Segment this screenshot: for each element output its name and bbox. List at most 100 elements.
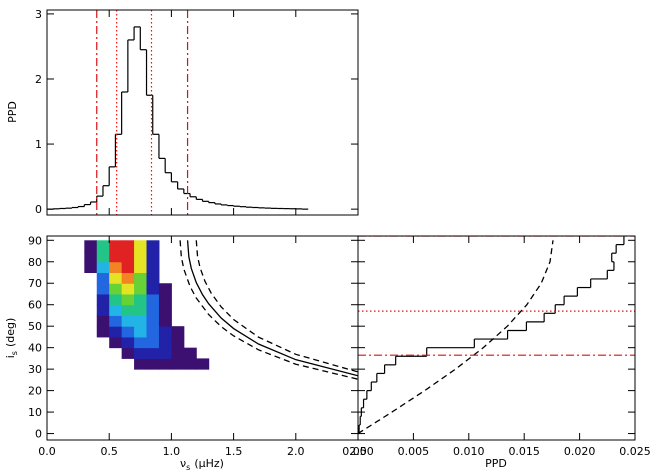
curve [195, 240, 358, 373]
density-cell [109, 326, 123, 338]
density-cell [171, 347, 185, 359]
density-cell [109, 283, 123, 295]
density-cell [96, 251, 110, 263]
density-cell [134, 240, 148, 252]
density-cell [158, 283, 172, 295]
x-tick-label: 0.010 [453, 445, 485, 458]
x-tick-label: 0.5 [100, 445, 118, 458]
density-cell [121, 293, 135, 306]
density-cell [84, 251, 98, 263]
density-cell [134, 315, 148, 327]
x-tick-label: 0.020 [564, 445, 596, 458]
axes-frame [46, 9, 359, 216]
curve [186, 240, 358, 377]
density-cell [146, 304, 160, 316]
y-axis-label: is (deg) [4, 318, 19, 359]
density-cell [158, 304, 172, 316]
density-cell [109, 272, 123, 284]
density-cell [121, 347, 135, 359]
density-cell [158, 293, 172, 306]
density-cell [84, 240, 98, 252]
density-cell [134, 251, 148, 263]
plot-area [84, 240, 358, 380]
density-cell [84, 261, 98, 274]
density-cell [96, 326, 110, 338]
density-cell [96, 304, 110, 316]
density-cell [96, 261, 110, 274]
plot-area [358, 236, 635, 435]
density-cell [109, 336, 123, 349]
density-cell [146, 326, 160, 338]
y-tick-label: 1 [35, 138, 42, 151]
density-cell [171, 326, 185, 338]
density-cell [109, 261, 123, 274]
axis-symbol: i [4, 355, 17, 358]
axes-frame [357, 235, 636, 441]
x-axis-label: νs (μHz) [180, 457, 224, 472]
density-cell [146, 283, 160, 295]
density-cell [171, 336, 185, 349]
x-tick-label: 2.0 [287, 445, 305, 458]
density-cell [96, 283, 110, 295]
y-tick-label: 40 [28, 342, 42, 355]
y-tick-label: 90 [28, 234, 42, 247]
density-cell [134, 261, 148, 274]
y-tick-label: 30 [28, 363, 42, 376]
density-cell [96, 293, 110, 306]
axis-unit: (deg) [4, 318, 17, 347]
density-cell [146, 293, 160, 306]
density-cell [109, 251, 123, 263]
curve [179, 240, 358, 380]
density-cell [158, 336, 172, 349]
density-cell [109, 315, 123, 327]
axis-unit: (μHz) [194, 457, 224, 470]
density-cell [183, 347, 197, 359]
density-cell [109, 293, 123, 306]
y-tick-label: 10 [28, 406, 42, 419]
density-cell [121, 261, 135, 274]
axis-subscript: s [186, 463, 190, 472]
y-axis-label: PPD [6, 101, 19, 123]
density-cell [96, 240, 110, 252]
density-cell [146, 347, 160, 359]
density-cell [121, 251, 135, 263]
y-tick-label: 50 [28, 320, 42, 333]
y-tick-label: 0 [35, 428, 42, 441]
y-tick-label: 2 [35, 73, 42, 86]
density-cell [146, 336, 160, 349]
x-tick-label: 0.000 [342, 445, 374, 458]
x-tick-label: 2.5 [349, 445, 367, 458]
x-tick-label: 1.5 [225, 445, 243, 458]
density-cell [196, 358, 210, 370]
x-tick-label: 0.0 [38, 445, 56, 458]
density-cell [109, 304, 123, 316]
x-tick-label: 0.025 [619, 445, 651, 458]
density-cell [146, 358, 160, 370]
density-cell [96, 315, 110, 327]
density-cell [96, 272, 110, 284]
density-cell [121, 336, 135, 349]
plot-area [47, 10, 309, 215]
axis-subscript: s [10, 351, 19, 355]
density-cell [134, 336, 148, 349]
density-cell [134, 358, 148, 370]
density-cell [121, 304, 135, 316]
y-tick-label: 70 [28, 277, 42, 290]
density-cell [121, 326, 135, 338]
density-cell [121, 272, 135, 284]
curve [358, 240, 554, 435]
y-tick-label: 20 [28, 385, 42, 398]
density-cell [158, 358, 172, 370]
density-cell [146, 315, 160, 327]
density-cell [134, 272, 148, 284]
density-cell [109, 240, 123, 252]
density-cell [158, 315, 172, 327]
y-tick-label: 0 [35, 203, 42, 216]
density-cell [134, 304, 148, 316]
density-cell [134, 283, 148, 295]
density-cell [146, 251, 160, 263]
density-cell [146, 240, 160, 252]
density-cell [146, 261, 160, 274]
density-cell [146, 272, 160, 284]
